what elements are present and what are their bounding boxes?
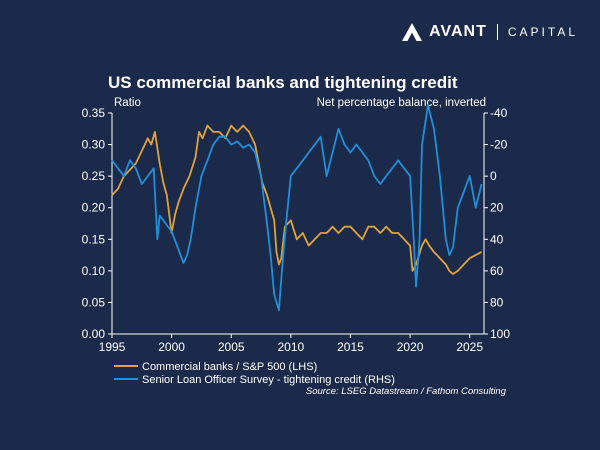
left-tick-label: 0.05	[82, 295, 106, 309]
legend-label-sloos: Senior Loan Officer Survey - tightening …	[142, 374, 395, 386]
left-axis-label: Ratio	[114, 97, 141, 109]
brand-sub: CAPITAL	[507, 25, 578, 39]
brand-divider	[496, 24, 498, 40]
x-tick-label: 2005	[218, 340, 245, 354]
series-line-banks	[111, 124, 483, 275]
right-axis-ticks: -40 -20 0 20 40 60 80 100	[484, 106, 510, 341]
right-tick-label: 20	[490, 201, 504, 215]
right-tick-label: 0	[490, 169, 497, 183]
left-tick-label: 0.00	[82, 327, 106, 341]
x-tick-label: 2010	[277, 340, 304, 354]
x-tick-label: 2000	[158, 340, 185, 354]
source-note: Source: LSEG Datastream / Fathom Consult…	[306, 386, 507, 397]
legend: Commercial banks / S&P 500 (LHS) Senior …	[114, 361, 395, 386]
avant-logo-icon	[402, 23, 423, 41]
right-tick-label: -20	[490, 138, 508, 152]
left-tick-label: 0.30	[82, 138, 106, 152]
chart-title: US commercial banks and tightening credi…	[108, 73, 458, 92]
right-tick-label: 60	[490, 264, 504, 278]
right-tick-label: 100	[490, 327, 510, 341]
right-tick-label: 80	[490, 295, 504, 309]
left-tick-label: 0.10	[82, 264, 106, 278]
right-tick-label: 40	[490, 232, 504, 246]
axes	[111, 113, 485, 335]
right-tick-label: -40	[490, 106, 508, 120]
x-tick-label: 1995	[99, 340, 126, 354]
left-tick-label: 0.25	[82, 169, 106, 183]
x-tick-label: 2025	[456, 340, 483, 354]
brand-logo: AVANT CAPITAL	[401, 22, 578, 42]
series-lines	[111, 104, 483, 312]
brand-name: AVANT	[429, 23, 487, 40]
legend-label-banks: Commercial banks / S&P 500 (LHS)	[142, 361, 317, 373]
left-tick-label: 0.20	[82, 201, 106, 215]
left-tick-label: 0.35	[82, 106, 106, 120]
left-tick-label: 0.15	[82, 232, 106, 246]
x-tick-label: 2015	[337, 340, 364, 354]
left-axis-ticks: 0.00 0.05 0.10 0.15 0.20 0.25 0.30 0.35	[82, 106, 112, 341]
series-line-sloos	[111, 104, 483, 312]
x-axis-ticks: 1995 2000 2005 2010 2015 2020 2025	[99, 334, 483, 354]
right-axis-label: Net percentage balance, inverted	[317, 97, 486, 109]
x-tick-label: 2020	[397, 340, 424, 354]
